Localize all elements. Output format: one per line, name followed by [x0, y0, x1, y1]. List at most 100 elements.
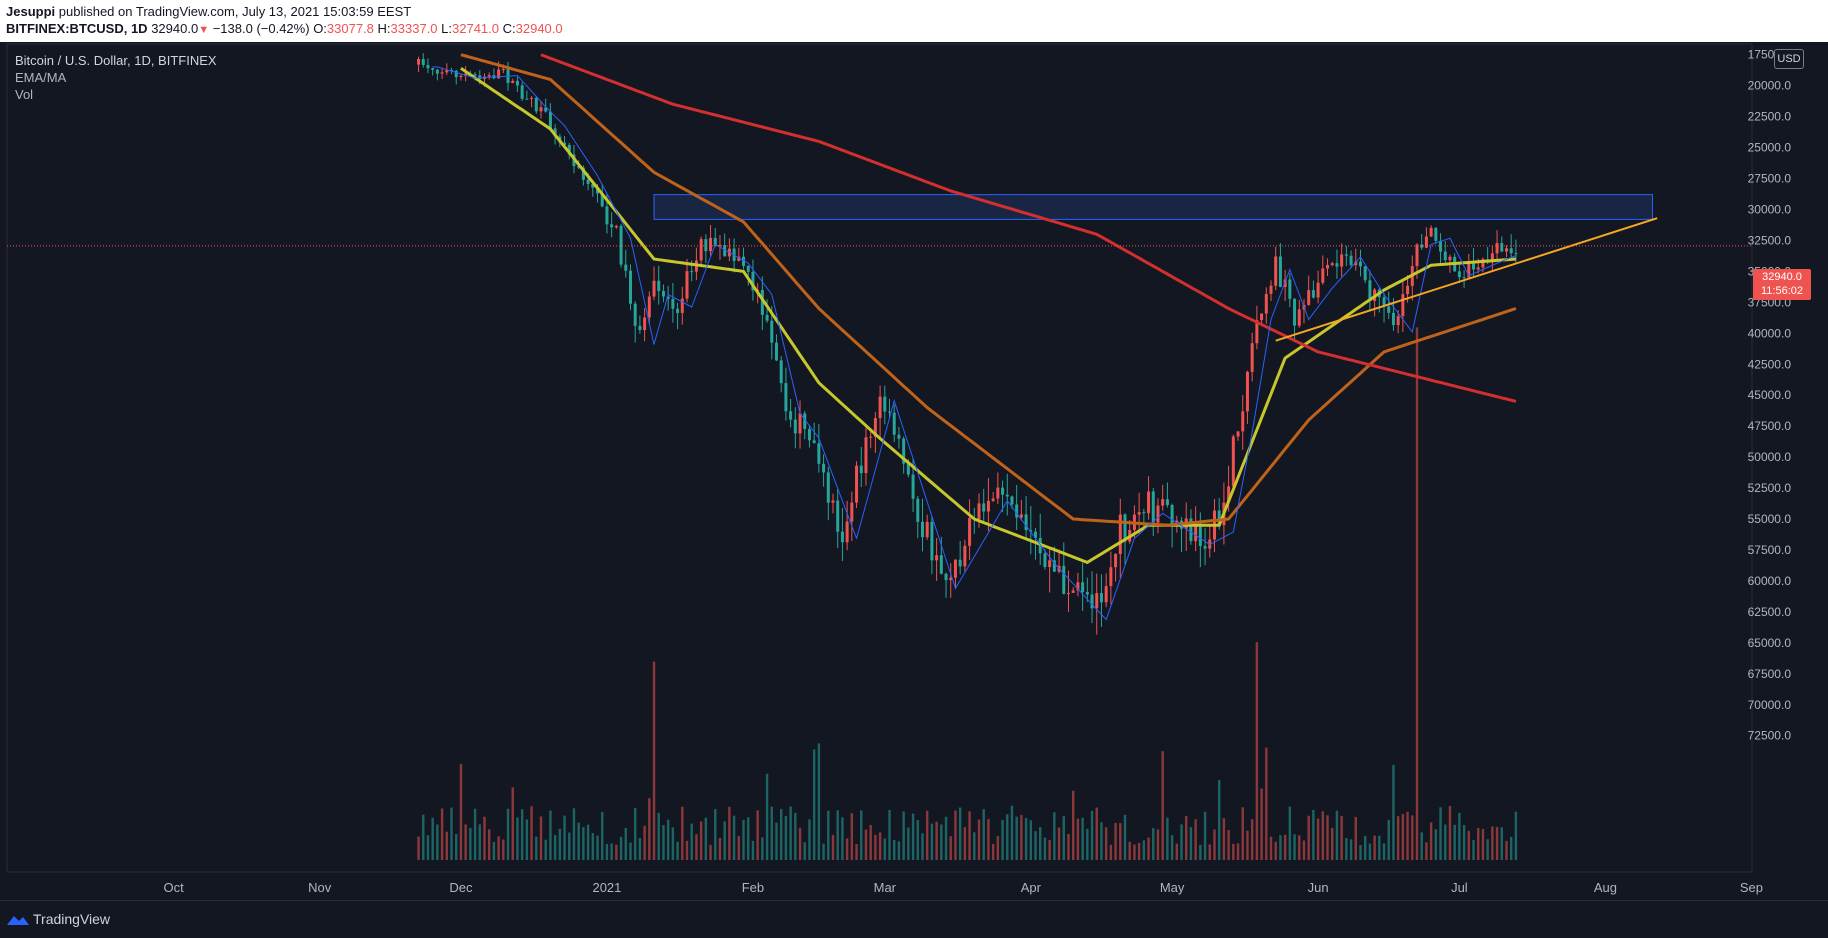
volume-bar — [624, 828, 627, 860]
candle-body — [567, 144, 571, 155]
currency-badge[interactable]: USD — [1774, 49, 1804, 69]
price-tick-label: 65000.0 — [1748, 636, 1792, 650]
candle-body — [991, 498, 995, 501]
candle-body — [826, 472, 830, 503]
volume-bar — [1020, 815, 1023, 860]
candle-body — [1278, 256, 1282, 287]
volume-bar — [925, 810, 929, 860]
volume-bar — [1472, 839, 1475, 860]
volume-bar — [1100, 822, 1103, 860]
volume-bar — [1119, 823, 1122, 860]
price-axis[interactable]: 17500.020000.022500.025000.027500.030000… — [1748, 48, 1792, 743]
candle-body — [435, 69, 439, 74]
footer: TradingView — [0, 900, 1828, 938]
candle-body — [1156, 505, 1160, 523]
volume-bar — [963, 827, 967, 860]
volume-bar — [1288, 806, 1292, 860]
candle-body — [633, 303, 637, 326]
candle-body — [548, 111, 552, 129]
volume-bar — [812, 749, 816, 860]
volume-bar — [676, 841, 679, 860]
volume-bar — [1265, 747, 1268, 860]
volume-bar — [1024, 817, 1028, 860]
candle-body — [968, 517, 972, 546]
volume-bar — [648, 798, 651, 860]
volume-bar — [973, 832, 976, 860]
candle-body — [1085, 592, 1089, 595]
volume-bar — [1043, 837, 1047, 860]
volume-bar — [850, 813, 854, 860]
price-tick-label: 60000.0 — [1748, 574, 1792, 588]
volume-bar — [1006, 814, 1009, 860]
tradingview-brand[interactable]: TradingView — [33, 911, 111, 927]
candle-body — [1406, 285, 1410, 295]
volume-bar — [662, 825, 665, 860]
open-value: 33077.8 — [326, 21, 374, 36]
volume-bar — [1462, 825, 1466, 860]
candle-body — [544, 107, 548, 112]
tradingview-logo-icon[interactable] — [6, 913, 30, 927]
volume-bar — [426, 835, 430, 860]
candle-body — [445, 70, 449, 73]
symbol-title[interactable]: Bitcoin / U.S. Dollar, 1D, BITFINEX — [15, 53, 217, 68]
volume-bar — [1194, 819, 1197, 860]
price-tick-label: 40000.0 — [1748, 326, 1792, 340]
candle-body — [982, 503, 986, 512]
candle-body — [953, 559, 957, 578]
volume-bar — [1213, 829, 1216, 860]
volume-bar — [732, 815, 736, 860]
volume-bar — [1481, 828, 1485, 860]
candle-body — [1401, 294, 1405, 317]
volume-bar — [1283, 834, 1287, 860]
price-tick-label: 50000.0 — [1748, 450, 1792, 464]
author-name[interactable]: Jesuppi — [6, 4, 56, 19]
volume-bar — [436, 824, 439, 860]
volume-bar — [860, 810, 863, 860]
volume-bar — [1142, 840, 1146, 860]
volume-bar — [1486, 839, 1489, 860]
candle-body — [859, 465, 863, 474]
candle-body — [539, 107, 543, 112]
candle-body — [661, 291, 665, 297]
indicator-volume[interactable]: Vol — [15, 87, 34, 102]
price-tick-label: 45000.0 — [1748, 388, 1792, 402]
price-change: −138.0 (−0.42%) — [212, 21, 310, 36]
volume-bar — [1057, 827, 1061, 860]
volume-bar — [1255, 642, 1259, 860]
volume-bar — [1444, 824, 1447, 860]
resistance-zone[interactable] — [653, 194, 1653, 220]
candle-body — [1391, 312, 1395, 326]
volume-bar — [784, 815, 788, 860]
volume-bar — [1010, 805, 1014, 860]
price-chart[interactable]: Oct Nov Dec 2021 Feb Mar Apr May Jun Jul Aug Sep 17… — [0, 42, 1828, 900]
candle-body — [1264, 293, 1268, 314]
volume-bar — [417, 836, 420, 860]
candle-body — [1109, 567, 1113, 587]
volume-bar — [586, 824, 590, 860]
candle-body — [624, 264, 628, 271]
volume-bar — [845, 838, 849, 860]
volume-bar — [779, 809, 783, 860]
candle-body — [1029, 530, 1033, 532]
low-label: L: — [441, 21, 453, 36]
volume-bar — [1495, 826, 1499, 860]
trendline[interactable] — [1275, 217, 1658, 342]
candle-body — [497, 69, 501, 79]
volume-bar — [1236, 843, 1240, 860]
volume-bar — [1147, 837, 1150, 860]
candle-body — [1104, 586, 1108, 603]
volume-bar — [1104, 827, 1108, 860]
price-tick-label: 52500.0 — [1748, 481, 1792, 495]
price-tick-label: 70000.0 — [1748, 698, 1792, 712]
volume-bar — [638, 838, 642, 860]
indicator-ema-ma[interactable]: EMA/MA — [15, 70, 67, 85]
candle-body — [1198, 525, 1202, 547]
price-tick-label: 22500.0 — [1748, 110, 1792, 124]
volume-bar — [1406, 811, 1409, 860]
volume-bar — [808, 819, 811, 860]
candle-body — [1434, 227, 1438, 241]
volume-bar — [652, 661, 656, 860]
volume-bar — [789, 806, 792, 860]
volume-bar — [1448, 805, 1452, 860]
volume-bar — [572, 808, 576, 860]
